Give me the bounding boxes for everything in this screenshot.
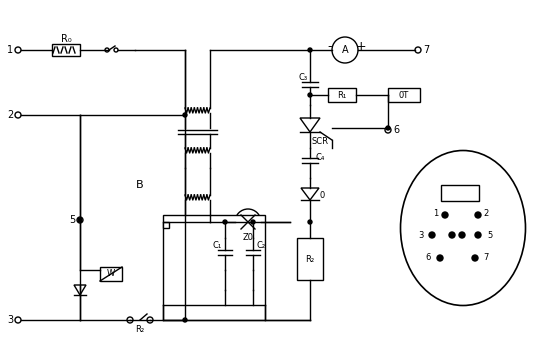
Bar <box>100 267 122 281</box>
Circle shape <box>459 232 465 238</box>
Circle shape <box>127 317 133 323</box>
Circle shape <box>429 232 435 238</box>
Ellipse shape <box>401 150 526 305</box>
Text: SCR: SCR <box>311 138 329 146</box>
Text: 0: 0 <box>319 191 325 201</box>
Circle shape <box>78 218 82 222</box>
Text: C₄: C₄ <box>315 154 325 162</box>
Circle shape <box>15 47 21 53</box>
Circle shape <box>105 48 109 52</box>
Circle shape <box>442 212 448 218</box>
Bar <box>163 222 169 228</box>
Text: 6: 6 <box>393 125 399 135</box>
Text: 0T: 0T <box>399 91 409 99</box>
Circle shape <box>147 317 153 323</box>
Circle shape <box>386 126 390 130</box>
Text: 3: 3 <box>7 315 13 325</box>
Text: C₃: C₃ <box>299 74 307 83</box>
Bar <box>441 185 479 201</box>
Text: B: B <box>136 180 144 190</box>
Text: C₁: C₁ <box>212 241 222 250</box>
Text: R₁: R₁ <box>337 91 347 99</box>
Circle shape <box>15 112 21 118</box>
Circle shape <box>77 217 83 223</box>
Circle shape <box>308 93 312 97</box>
Circle shape <box>449 232 455 238</box>
Circle shape <box>183 318 187 322</box>
Text: +: + <box>356 40 366 54</box>
Text: 3: 3 <box>418 230 424 240</box>
Text: R₀: R₀ <box>60 34 71 44</box>
Text: 5: 5 <box>488 230 493 240</box>
Text: 7: 7 <box>483 253 489 262</box>
Text: 2: 2 <box>484 209 489 218</box>
Text: C₂: C₂ <box>257 241 265 250</box>
Text: R₂: R₂ <box>135 325 145 335</box>
Text: 5: 5 <box>69 215 75 225</box>
Circle shape <box>223 220 227 224</box>
Text: R₂: R₂ <box>305 254 315 264</box>
Circle shape <box>472 255 478 261</box>
Circle shape <box>332 37 358 63</box>
Circle shape <box>475 232 481 238</box>
Text: 1: 1 <box>433 209 439 218</box>
Circle shape <box>15 317 21 323</box>
Circle shape <box>437 255 443 261</box>
Circle shape <box>475 212 481 218</box>
Text: Z0: Z0 <box>243 233 254 241</box>
Circle shape <box>308 48 312 52</box>
Bar <box>388 88 420 102</box>
Circle shape <box>308 220 312 224</box>
Bar <box>297 238 323 280</box>
Text: 2: 2 <box>7 110 13 120</box>
Text: W: W <box>107 269 115 278</box>
Circle shape <box>251 220 255 224</box>
Text: 1: 1 <box>7 45 13 55</box>
Text: 7: 7 <box>423 45 429 55</box>
Circle shape <box>385 127 391 133</box>
Circle shape <box>114 48 118 52</box>
Text: -: - <box>328 40 332 54</box>
Circle shape <box>235 209 261 235</box>
Bar <box>328 88 356 102</box>
Bar <box>52 44 80 56</box>
Text: A: A <box>342 45 348 55</box>
Circle shape <box>415 47 421 53</box>
Text: 6: 6 <box>425 253 430 262</box>
Circle shape <box>183 113 187 117</box>
Bar <box>163 215 265 320</box>
